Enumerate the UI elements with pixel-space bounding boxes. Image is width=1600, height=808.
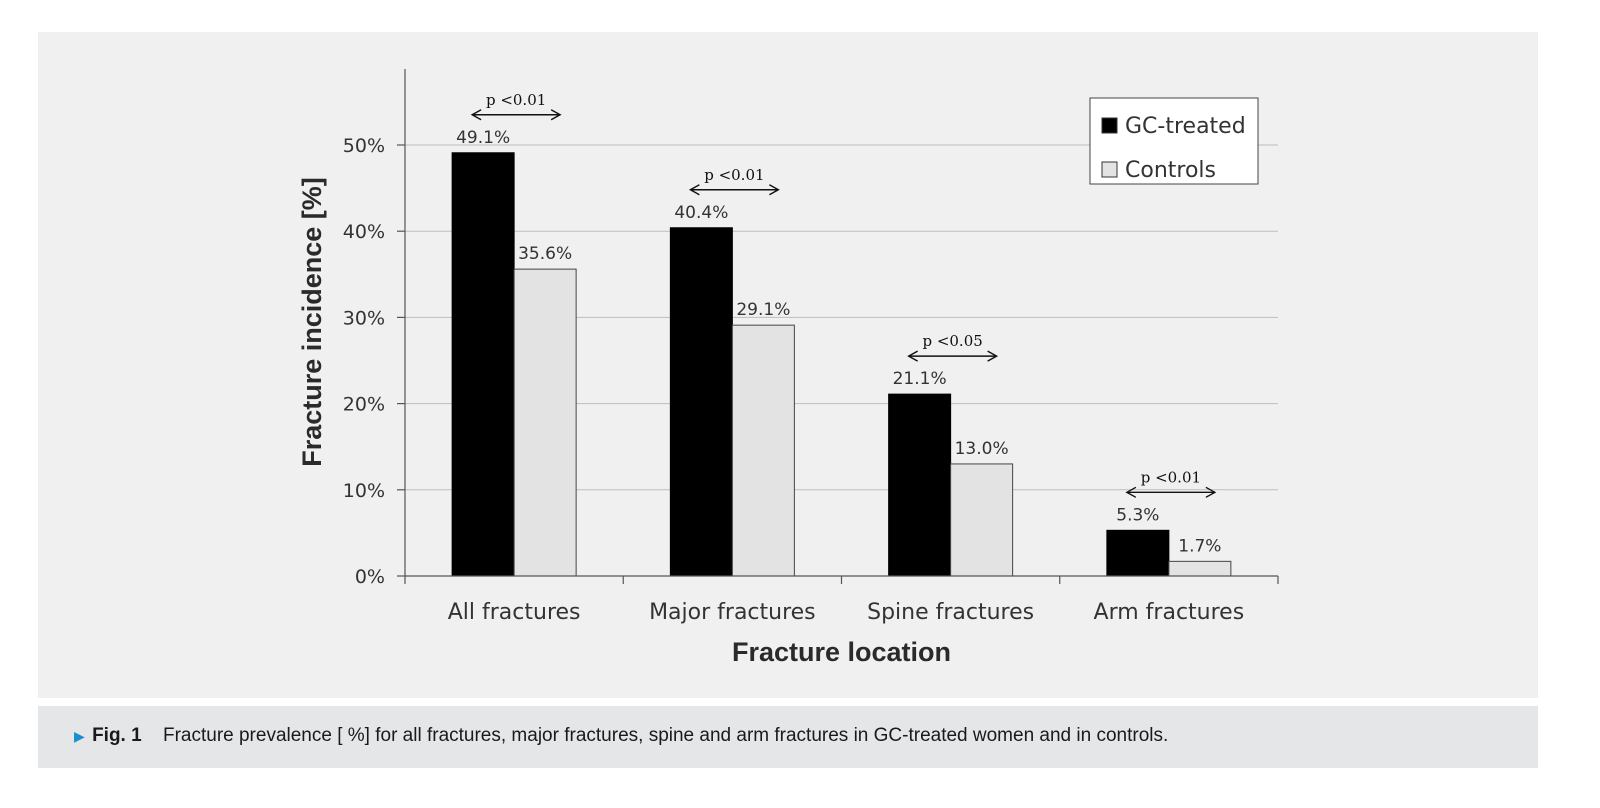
caption-arrow-icon: ▶ [74, 728, 85, 744]
bar-gc-treated [669, 227, 733, 577]
legend-swatch [1101, 117, 1118, 134]
arrowhead-left-icon [907, 350, 918, 362]
p-value-text: p <0.01 [486, 91, 546, 109]
y-tick-label: 0% [355, 566, 385, 588]
data-labels: 49.1% 40.4% 21.1% 5.3% 35.6% 29.1% 13.0% 1.7% [456, 128, 1221, 557]
legend-box [1089, 97, 1259, 185]
caption-body: Fracture prevalence [ %] for all fractur… [162, 725, 1169, 746]
bar-gc-treated [451, 152, 515, 577]
arrowhead-right-icon [1205, 486, 1217, 498]
data-label: 49.1% [456, 128, 510, 148]
bar-controls [1168, 560, 1232, 577]
arrowhead-left-icon [1125, 486, 1137, 498]
significance-annotations: p <0.01 p <0.01 p <0.05 p <0.01 [470, 91, 1217, 498]
x-tick-label: All fractures [448, 600, 581, 625]
bar-gc-treated [888, 393, 952, 577]
x-tick-label: Spine fractures [867, 600, 1034, 625]
x-tick-label: Major fractures [649, 600, 816, 625]
p-value-text: p <0.05 [922, 332, 982, 350]
bar-controls [950, 463, 1014, 577]
data-label: 35.6% [518, 244, 572, 264]
bar-chart: 0% 10% 20% 30% 40% 50% All fractures Major frac… [297, 69, 1279, 667]
ticks: 0% 10% 20% 30% 40% 50% All fractures Major frac… [343, 135, 1279, 625]
y-tick-label: 10% [343, 480, 385, 502]
p-value-annotation: p <0.05 [907, 332, 999, 362]
data-label: 1.7% [1178, 536, 1221, 556]
data-label: 5.3% [1116, 505, 1159, 525]
caption-label: Fig. 1 [92, 725, 142, 746]
data-label: 29.1% [736, 300, 790, 320]
legend-label: GC-treated [1125, 114, 1246, 139]
y-tick-label: 20% [343, 394, 385, 416]
figure-caption: ▶ Fig. 1 Fracture prevalence [ %] for al… [74, 725, 1168, 747]
x-axis-title: Fracture location [732, 637, 951, 667]
bar-controls [513, 268, 577, 577]
y-tick-label: 40% [343, 221, 385, 243]
arrowhead-right-icon [769, 184, 780, 196]
data-label: 40.4% [674, 203, 728, 223]
p-value-annotation: p <0.01 [1125, 468, 1217, 498]
legend-swatch [1101, 161, 1118, 178]
legend-label: Controls [1125, 158, 1216, 183]
arrowhead-left-icon [470, 109, 482, 121]
bar-gc-treated [1106, 529, 1170, 577]
arrowhead-right-icon [987, 350, 999, 362]
p-value-annotation: p <0.01 [688, 166, 780, 196]
figure-panel: 0% 10% 20% 30% 40% 50% All fractures Major frac… [38, 32, 1538, 698]
p-value-text: p <0.01 [704, 166, 764, 184]
p-value-text: p <0.01 [1141, 468, 1201, 486]
caption-bar: ▶ Fig. 1 Fracture prevalence [ %] for al… [38, 706, 1538, 768]
data-label: 21.1% [893, 369, 947, 389]
x-tick-label: Arm fractures [1094, 600, 1245, 625]
p-value-annotation: p <0.01 [470, 91, 562, 121]
arrowhead-left-icon [688, 184, 700, 196]
y-tick-label: 50% [343, 135, 385, 157]
arrowhead-right-icon [550, 109, 562, 121]
legend: GC-treated Controls [1089, 97, 1259, 185]
bar-controls [731, 324, 795, 577]
y-axis-title: Fracture incidence [%] [297, 177, 327, 467]
data-label: 13.0% [955, 439, 1009, 459]
y-tick-label: 30% [343, 307, 385, 329]
bars [451, 152, 1232, 577]
